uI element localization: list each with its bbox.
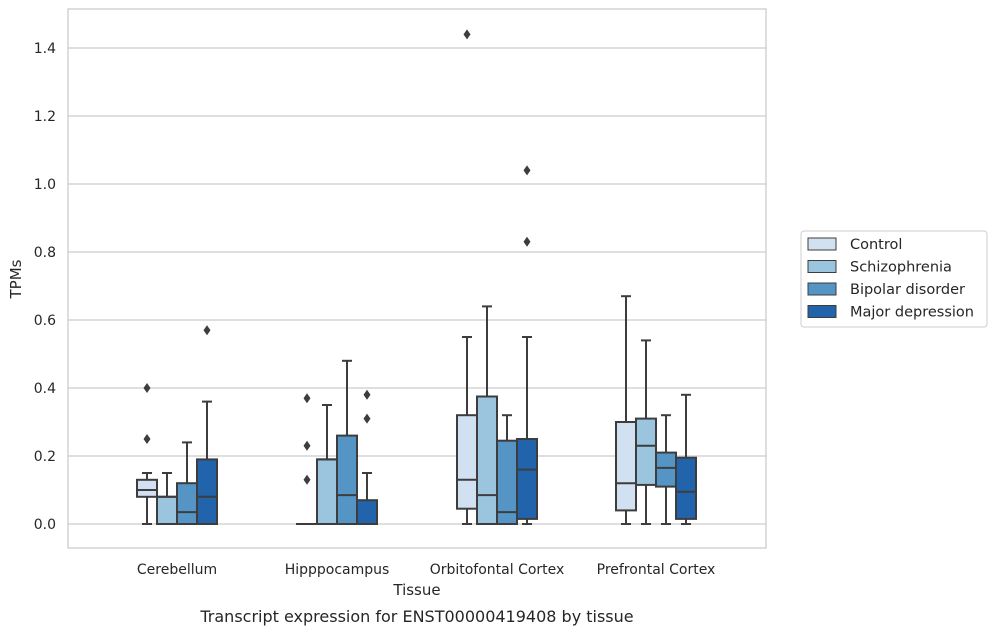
outlier-point: [523, 236, 531, 247]
chart-caption: Transcript expression for ENST0000041940…: [199, 607, 633, 626]
legend-swatch: [807, 305, 837, 318]
box-body: [336, 434, 358, 526]
box-body: [316, 458, 338, 525]
box-2-2: [496, 414, 518, 526]
x-axis-title: Tissue: [392, 581, 440, 599]
x-tick-label: Prefrontal Cortex: [597, 562, 716, 578]
y-tick-label: 1.4: [34, 41, 56, 57]
box-series: [136, 29, 697, 526]
box-body: [675, 456, 697, 520]
box-body: [476, 395, 498, 525]
box-3-2: [655, 414, 677, 525]
box-1-2: [336, 359, 358, 526]
y-axis-title: TPMs: [7, 259, 25, 299]
outlier-point: [143, 383, 151, 393]
legend-entry-label: Control: [850, 237, 902, 253]
outlier-point: [523, 165, 531, 176]
box-0-1: [156, 472, 178, 525]
x-tick-labels: Cerebellum Hipppocampus Orbitofontal Corte…: [137, 562, 715, 578]
y-tick-label: 0.6: [34, 313, 56, 329]
outlier-point: [203, 325, 211, 336]
box-1-1: [316, 404, 338, 525]
box-1-3: [356, 389, 378, 526]
box-body: [456, 414, 478, 510]
outlier-point: [143, 434, 151, 444]
outlier-point: [363, 389, 371, 400]
box-0-3: [196, 325, 218, 525]
box-body: [156, 495, 178, 525]
x-tick-label: Orbitofontal Cortex: [430, 562, 565, 578]
outlier-point: [303, 393, 311, 404]
box-body: [655, 451, 677, 488]
box-0-0: [136, 383, 158, 525]
legend-swatch: [807, 237, 837, 251]
box-3-1: [635, 339, 657, 525]
y-tick-label: 0.4: [34, 381, 56, 397]
outlier-point: [363, 413, 371, 424]
box-body: [635, 417, 657, 486]
y-tick-label: 1.0: [34, 177, 56, 193]
legend-swatch: [807, 260, 837, 273]
box-body: [356, 499, 378, 526]
box-body: [516, 438, 538, 520]
plot-frame: [67, 8, 767, 549]
outlier-point: [303, 440, 311, 451]
box-2-0: [456, 29, 478, 525]
box-body: [615, 421, 637, 512]
box-body: [176, 482, 198, 526]
outlier-point: [303, 474, 311, 485]
y-tick-labels: 0.0 0.2 0.4 0.6 0.8 1.0 1.2 1.4: [34, 41, 56, 533]
legend-entry-label: Major depression: [850, 305, 974, 321]
x-tick-label: Hipppocampus: [285, 562, 390, 578]
y-tick-label: 0.2: [34, 449, 56, 465]
x-tick-label: Cerebellum: [137, 562, 217, 578]
legend-swatch: [807, 282, 837, 296]
y-tick-label: 1.2: [34, 109, 56, 125]
legend-entry-label: Schizophrenia: [850, 260, 952, 276]
box-body: [136, 478, 158, 498]
box-1-0: [296, 393, 318, 526]
box-2-3: [516, 165, 538, 525]
legend-entry-label: Bipolar disorder: [850, 282, 965, 298]
box-0-2: [176, 441, 198, 526]
outlier-point: [463, 29, 471, 40]
box-body: [196, 458, 218, 525]
box-3-3: [675, 393, 697, 525]
box-2-1: [476, 305, 498, 525]
y-tick-label: 0.8: [34, 245, 56, 261]
legend-frame: [800, 230, 988, 328]
box-3-0: [615, 295, 637, 525]
legend: Control Schizophrenia Bipolar disorder Majo…: [800, 230, 988, 328]
y-tick-label: 0.0: [34, 517, 56, 533]
gridlines: [68, 47, 766, 525]
